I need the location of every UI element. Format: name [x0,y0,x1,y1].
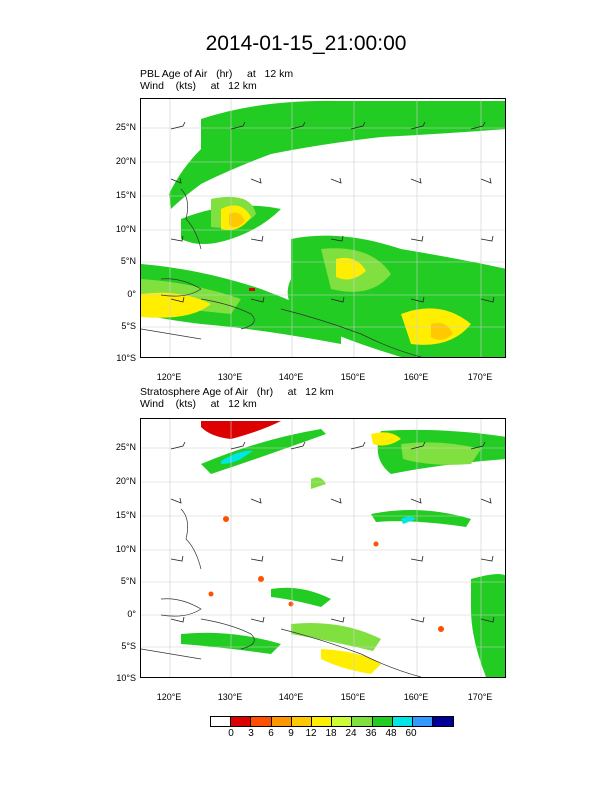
cbar-label-9: 9 [288,728,294,739]
cbar-label-18: 18 [325,728,337,739]
p1-lon-160E: 160°E [403,372,429,382]
strat-coastlines [141,508,422,677]
p2-lat-5S: 5°S [121,641,136,651]
p2-lat-0: 0° [127,609,136,619]
colorbar-swatch-0 [211,717,232,726]
pbl-age-map [140,98,506,358]
colorbar-swatch-1 [231,717,252,726]
p1-lon-130E: 130°E [217,372,243,382]
colorbar-swatch-4 [291,717,312,726]
colorbar-swatch-8 [372,717,393,726]
colorbar-swatch-5 [311,717,333,726]
cbar-label-60: 60 [405,728,417,739]
strat-orange-dots [208,516,444,632]
cbar-label-3: 3 [248,728,254,739]
strat-age-map-svg [141,419,505,677]
p1-lat-15N: 15°N [115,190,136,200]
p2-lon-130E: 130°E [217,692,243,702]
p2-lon-160E: 160°E [403,692,429,702]
stratosphere-age-map [140,418,506,678]
p2-lat-15N: 15°N [115,510,136,520]
p2-lat-5N: 5°N [120,576,136,586]
cbar-label-12: 12 [305,728,317,739]
p1-lat-10N: 10°N [115,224,136,234]
panel1-subtitle-2: Wind (kts) at 12 km [140,80,257,92]
p2-lon-150E: 150°E [340,692,366,702]
p1-lon-170E: 170°E [467,372,493,382]
p1-lat-5S: 5°S [121,321,136,331]
p2-lon-120E: 120°E [156,692,182,702]
panel1-subtitle-1: PBL Age of Air (hr) at 12 km [140,68,294,80]
panel2-subtitle-2: Wind (kts) at 12 km [140,398,257,410]
p1-lon-120E: 120°E [156,372,182,382]
cbar-label-48: 48 [385,728,397,739]
panel2-subtitle-1: Stratosphere Age of Air (hr) at 12 km [140,386,334,398]
p1-lat-25N: 25°N [115,122,136,132]
strat-red-patch [201,421,281,439]
p2-lon-170E: 170°E [467,692,493,702]
pbl-red-patch [249,288,255,291]
p2-lat-25N: 25°N [115,442,136,452]
colorbar-swatch-6 [332,717,353,726]
strat-yellow [321,432,401,674]
p2-lat-10S: 10°S [116,673,136,683]
p2-lon-140E: 140°E [278,692,304,702]
colorbar-swatch-10 [412,717,434,726]
p1-lon-150E: 150°E [340,372,366,382]
pbl-grid [141,99,505,357]
p1-lat-0: 0° [127,289,136,299]
cbar-label-24: 24 [345,728,357,739]
p1-lat-10S: 10°S [116,353,136,363]
strat-grid [141,419,505,677]
cbar-label-36: 36 [365,728,377,739]
colorbar [210,716,455,727]
pbl-coastlines [141,188,422,357]
p1-lat-5N: 5°N [120,256,136,266]
figure-title: 2014-01-15_21:00:00 [205,32,407,55]
p2-lat-20N: 20°N [115,476,136,486]
p1-lon-140E: 140°E [278,372,304,382]
strat-wind-barbs [170,441,495,623]
colorbar-swatch-7 [352,717,373,726]
cbar-label-6: 6 [268,728,274,739]
p1-lat-20N: 20°N [115,156,136,166]
colorbar-swatch-9 [392,717,413,726]
pbl-age-map-svg [141,99,505,357]
pbl-wind-barbs [170,121,495,303]
p2-lat-10N: 10°N [115,544,136,554]
colorbar-swatch-3 [271,717,292,726]
cbar-label-0: 0 [228,728,234,739]
colorbar-swatch-11 [433,717,454,726]
strat-cyan [221,450,416,524]
strat-lightgreen [291,442,481,651]
colorbar-swatch-2 [251,717,272,726]
